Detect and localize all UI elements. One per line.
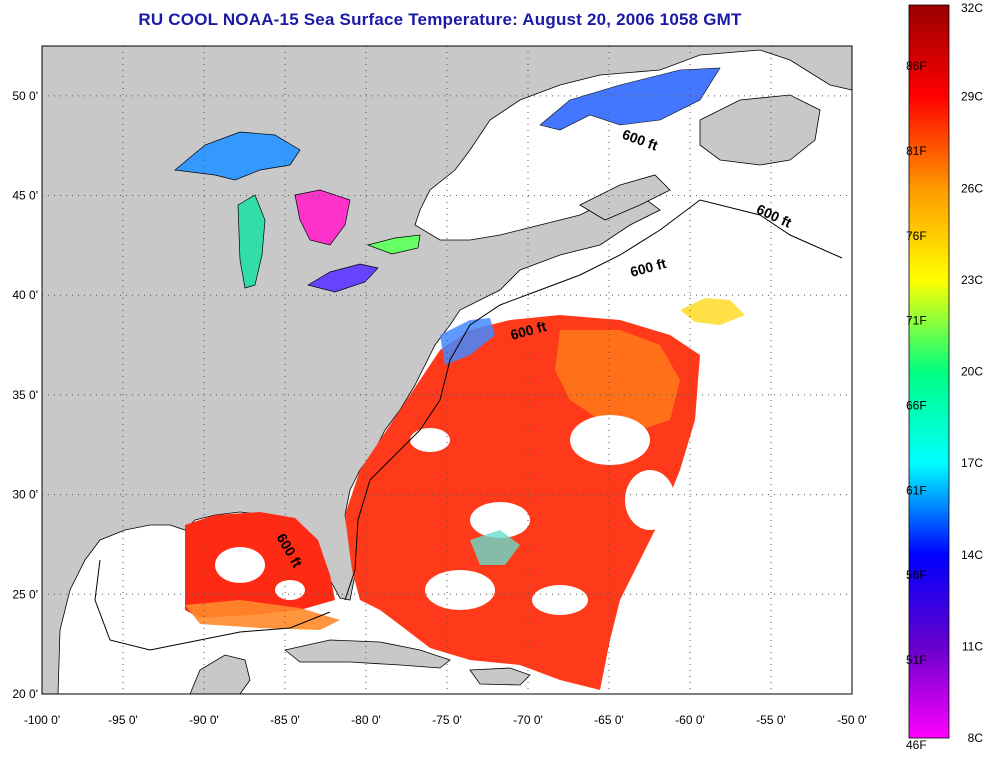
map-title: RU COOL NOAA-15 Sea Surface Temperature:… <box>138 10 742 29</box>
latitude-tick-label: 25 0' <box>12 587 38 601</box>
isobath-600ft-gulf <box>94 559 331 651</box>
colorbar-fahrenheit-label: 76F <box>906 229 927 243</box>
colorbar-fahrenheit-labels: 86F 81F 76F 71F 66F 61F 56F 51F 46F <box>906 59 927 752</box>
colorbar-celsius-label: 14C <box>961 548 983 562</box>
latitude-tick-label: 20 0' <box>12 687 38 701</box>
colorbar-celsius-label: 8C <box>968 731 984 745</box>
colorbar-fahrenheit-label: 71F <box>906 314 927 328</box>
land-newfoundland <box>699 94 821 166</box>
land-cuba <box>284 639 451 669</box>
colorbar-fahrenheit-label: 46F <box>906 738 927 752</box>
gulf-st-lawrence-sst <box>539 67 721 131</box>
lake-erie <box>307 263 379 293</box>
bahamas-sst <box>470 530 520 565</box>
colorbar-fahrenheit-label: 56F <box>906 568 927 582</box>
lake-ontario <box>366 234 421 255</box>
great-lakes-sst <box>174 131 421 293</box>
colorbar-fahrenheit-label: 61F <box>906 483 927 497</box>
colorbar-celsius-label: 32C <box>961 1 983 15</box>
latitude-tick-label: 50 0' <box>12 89 38 103</box>
lake-superior <box>174 131 301 181</box>
colorbar-fahrenheit-label: 86F <box>906 59 927 73</box>
longitude-tick-label: -90 0' <box>189 713 219 727</box>
longitude-tick-label: -60 0' <box>675 713 705 727</box>
longitude-tick-label: -95 0' <box>108 713 138 727</box>
longitude-tick-label: -100 0' <box>24 713 60 727</box>
colorbar-gradient <box>908 4 950 739</box>
colorbar-fahrenheit-label: 66F <box>906 398 927 412</box>
lake-huron <box>294 189 351 246</box>
latitude-tick-label: 40 0' <box>12 288 38 302</box>
gulf-sst-orange <box>185 600 340 630</box>
temperature-colorbar: 86F 81F 76F 71F 66F 61F 56F 51F 46F 32C 29C 26C 23C… <box>904 0 984 754</box>
gulf-cloud-gaps <box>215 547 305 600</box>
cloud-gaps <box>410 415 675 615</box>
land-hispaniola <box>469 667 531 686</box>
latitude-tick-label: 30 0' <box>12 488 38 502</box>
colorbar-celsius-labels: 32C 29C 26C 23C 20C 17C 14C 11C 8C <box>961 1 983 745</box>
sst-map: -100 0' -95 0' -90 0' -85 0' -80 0' -75 0' -70… <box>12 45 867 727</box>
map-tick-labels: -100 0' -95 0' -90 0' -85 0' -80 0' -75 0' -70… <box>12 89 866 727</box>
colorbar-celsius-label: 23C <box>961 273 983 287</box>
colorbar-celsius-label: 26C <box>961 181 983 195</box>
latitude-tick-label: 45 0' <box>12 189 38 203</box>
colorbar-fahrenheit-label: 51F <box>906 653 927 667</box>
longitude-tick-label: -70 0' <box>513 713 543 727</box>
isobath-600ft <box>344 199 843 601</box>
colorbar-celsius-label: 17C <box>961 456 983 470</box>
colorbar-celsius-label: 11C <box>962 639 983 653</box>
colorbar-fahrenheit-label: 81F <box>906 144 927 158</box>
longitude-tick-label: -55 0' <box>756 713 786 727</box>
longitude-tick-label: -50 0' <box>837 713 867 727</box>
longitude-tick-label: -75 0' <box>432 713 462 727</box>
atlantic-sst-yellow <box>680 298 745 325</box>
longitude-tick-label: -65 0' <box>594 713 624 727</box>
latitude-tick-label: 35 0' <box>12 388 38 402</box>
lake-michigan <box>237 194 266 289</box>
colorbar-celsius-label: 20C <box>961 365 983 379</box>
longitude-tick-label: -80 0' <box>351 713 381 727</box>
longitude-tick-label: -85 0' <box>270 713 300 727</box>
land-nova-scotia <box>579 174 671 221</box>
colorbar-celsius-label: 29C <box>961 90 983 104</box>
map-frame <box>41 45 853 695</box>
atlantic-sst-orange <box>555 330 680 430</box>
